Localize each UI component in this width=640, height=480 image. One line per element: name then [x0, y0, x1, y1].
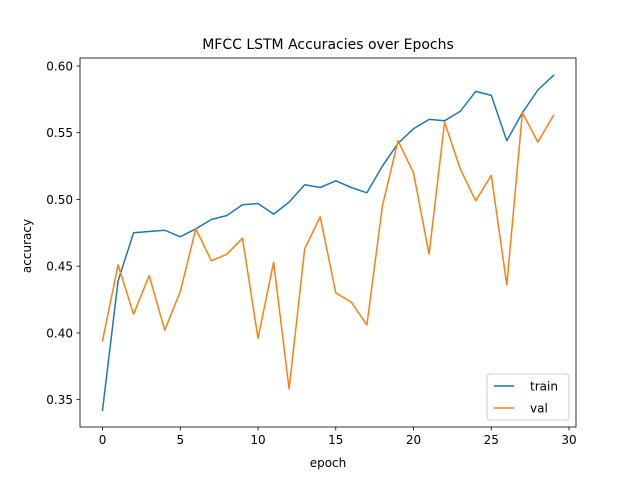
series-line-train [101, 74, 555, 412]
chart-title: MFCC LSTM Accuracies over Epochs [202, 37, 454, 53]
y-tick-label: 0.45 [46, 260, 73, 274]
y-tick-label: 0.35 [46, 393, 73, 407]
legend: train val [486, 373, 570, 421]
x-axis-label: epoch [310, 456, 347, 470]
y-tick-label: 0.40 [46, 326, 73, 340]
x-tick-label: 30 [561, 433, 576, 447]
x-tick-label: 0 [99, 433, 107, 447]
y-tick-label: 0.60 [46, 60, 73, 74]
y-tick-label: 0.55 [46, 126, 73, 140]
y-tick-label: 0.50 [46, 193, 73, 207]
plot-area: 0 5 10 15 20 25 30 0.35 0.40 0.45 0.50 0.55 0.60 [46, 57, 577, 447]
legend-label-train: train [530, 380, 558, 394]
axes-frame [79, 57, 577, 428]
y-axis-label: accuracy [20, 219, 34, 273]
x-tick-label: 5 [176, 433, 184, 447]
x-tick-label: 15 [328, 433, 343, 447]
x-tick-label: 10 [250, 433, 265, 447]
legend-label-val: val [530, 402, 548, 416]
x-tick-label: 25 [484, 433, 499, 447]
series-line-val [101, 111, 555, 390]
x-tick-label: 20 [406, 433, 421, 447]
